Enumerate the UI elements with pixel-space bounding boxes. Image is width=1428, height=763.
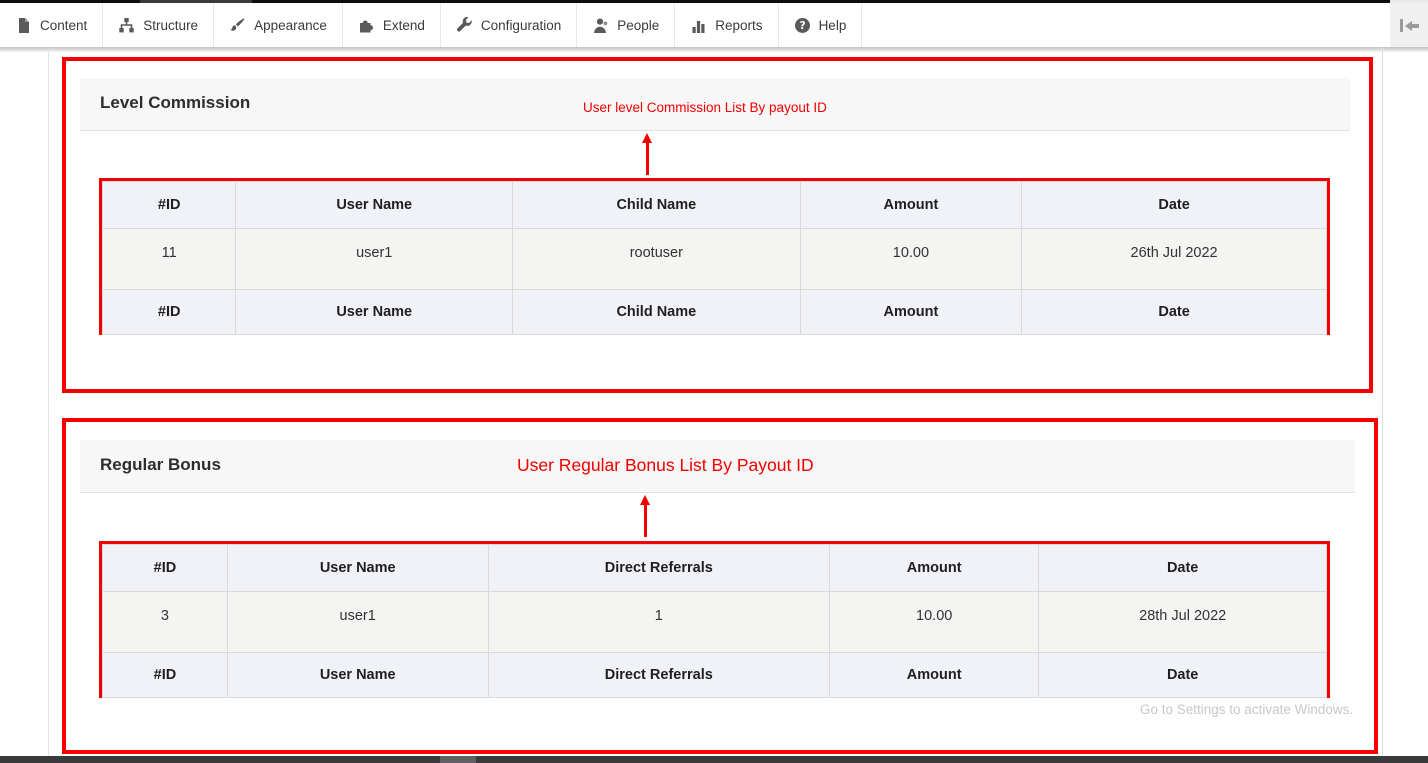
- annotation-text: User Regular Bonus List By Payout ID: [517, 455, 814, 475]
- regular-bonus-table: #ID User Name Direct Referrals Amount Da…: [102, 544, 1327, 698]
- col-footer: Date: [1021, 289, 1327, 335]
- col-footer: #ID: [102, 652, 228, 698]
- toolbar-item-appearance[interactable]: Appearance: [214, 3, 343, 47]
- cell-user-name: user1: [226, 591, 489, 653]
- toolbar-item-label: Content: [40, 17, 88, 33]
- level-commission-section: Level Commission User level Commission L…: [62, 57, 1373, 393]
- left-gutter-line: [48, 52, 49, 763]
- top-edge-strip: [0, 0, 1428, 3]
- col-footer: Amount: [829, 652, 1040, 698]
- toolbar-item-configuration[interactable]: Configuration: [441, 3, 578, 47]
- col-footer: #ID: [101, 289, 237, 335]
- toolbar-item-extend[interactable]: Extend: [343, 3, 441, 47]
- toolbar-item-label: Structure: [143, 17, 199, 33]
- svg-text:?: ?: [799, 20, 805, 32]
- col-header: Direct Referrals: [487, 544, 831, 592]
- toolbar-item-people[interactable]: People: [577, 3, 676, 47]
- toolbar-item-reports[interactable]: Reports: [675, 3, 779, 47]
- col-header: Amount: [799, 181, 1023, 229]
- col-footer: User Name: [226, 652, 489, 698]
- annotation-arrow-icon: [641, 133, 653, 175]
- toolbar-item-label: Configuration: [480, 17, 562, 33]
- col-footer: Amount: [799, 289, 1023, 335]
- table-header-row: #ID User Name Direct Referrals Amount Da…: [102, 544, 1327, 592]
- level-commission-card-header: Level Commission User level Commission L…: [80, 78, 1350, 131]
- col-header: User Name: [226, 544, 489, 592]
- cell-direct-referrals: 1: [487, 591, 831, 653]
- puzzle-icon: [358, 17, 375, 34]
- cell-user-name: user1: [235, 228, 514, 290]
- paintbrush-icon: [229, 17, 246, 34]
- toolbar-collapse-button[interactable]: [1390, 3, 1428, 48]
- col-header: Amount: [829, 544, 1040, 592]
- col-header: User Name: [235, 181, 514, 229]
- horizontal-scrollbar-thumb[interactable]: [440, 756, 476, 763]
- toolbar-item-label: Extend: [382, 17, 425, 33]
- level-commission-table: #ID User Name Child Name Amount Date 11 …: [101, 181, 1327, 335]
- cell-amount: 10.00: [799, 228, 1023, 290]
- file-icon: [15, 17, 32, 34]
- toolbar-item-content[interactable]: Content: [0, 3, 104, 47]
- col-header: Date: [1038, 544, 1327, 592]
- cell-id: 11: [101, 228, 237, 290]
- col-header: Child Name: [512, 181, 801, 229]
- bar-chart-icon: [690, 17, 707, 34]
- col-header: Date: [1021, 181, 1327, 229]
- sitemap-icon: [118, 17, 135, 34]
- regular-bonus-section: Regular Bonus User Regular Bonus List By…: [62, 418, 1378, 754]
- wrench-icon: [456, 16, 473, 34]
- section-title: Regular Bonus: [100, 455, 221, 474]
- toolbar-item-label: People: [617, 17, 660, 33]
- toolbar-item-help[interactable]: ? Help: [779, 3, 863, 47]
- right-gutter-line: [1382, 47, 1383, 763]
- table-footer-row: #ID User Name Direct Referrals Amount Da…: [102, 652, 1327, 698]
- top-edge-strip-segment: [140, 0, 252, 3]
- col-footer: Direct Referrals: [487, 652, 831, 698]
- toolbar-item-label: Reports: [715, 17, 763, 33]
- section-title: Level Commission: [100, 93, 251, 112]
- regular-bonus-card-header: Regular Bonus User Regular Bonus List By…: [80, 440, 1355, 493]
- cell-id: 3: [102, 591, 228, 653]
- regular-bonus-table-box: #ID User Name Direct Referrals Amount Da…: [99, 541, 1330, 698]
- table-row: 11 user1 rootuser 10.00 26th Jul 2022: [101, 228, 1327, 290]
- annotation-text: User level Commission List By payout ID: [583, 100, 827, 115]
- col-footer: Child Name: [512, 289, 801, 335]
- cell-date: 28th Jul 2022: [1038, 591, 1327, 653]
- cell-child-name: rootuser: [512, 228, 801, 290]
- collapse-bar-icon: [1399, 19, 1403, 32]
- horizontal-scrollbar: [0, 756, 1428, 763]
- admin-toolbar: Content Structure Appearance Extend Conf…: [0, 3, 1390, 47]
- table-header-row: #ID User Name Child Name Amount Date: [101, 181, 1327, 229]
- cell-amount: 10.00: [829, 591, 1040, 653]
- toolbar-item-label: Help: [818, 17, 847, 33]
- toolbar-item-label: Appearance: [254, 17, 327, 33]
- people-icon: [592, 17, 609, 34]
- table-footer-row: #ID User Name Child Name Amount Date: [101, 289, 1327, 335]
- col-footer: Date: [1038, 652, 1327, 698]
- table-row: 3 user1 1 10.00 28th Jul 2022: [102, 591, 1327, 653]
- toolbar-shadow: [0, 47, 1428, 52]
- col-footer: User Name: [235, 289, 514, 335]
- col-header: #ID: [102, 544, 228, 592]
- cell-date: 26th Jul 2022: [1021, 228, 1327, 290]
- annotation-arrow-icon: [639, 495, 651, 537]
- level-commission-table-box: #ID User Name Child Name Amount Date 11 …: [99, 178, 1330, 335]
- collapse-arrow-icon: [1404, 20, 1419, 31]
- help-icon: ?: [794, 17, 811, 34]
- col-header: #ID: [101, 181, 237, 229]
- top-edge-strip-light: [1390, 0, 1428, 3]
- toolbar-item-structure[interactable]: Structure: [103, 3, 215, 47]
- activate-windows-watermark-sub: Go to Settings to activate Windows.: [1140, 702, 1354, 717]
